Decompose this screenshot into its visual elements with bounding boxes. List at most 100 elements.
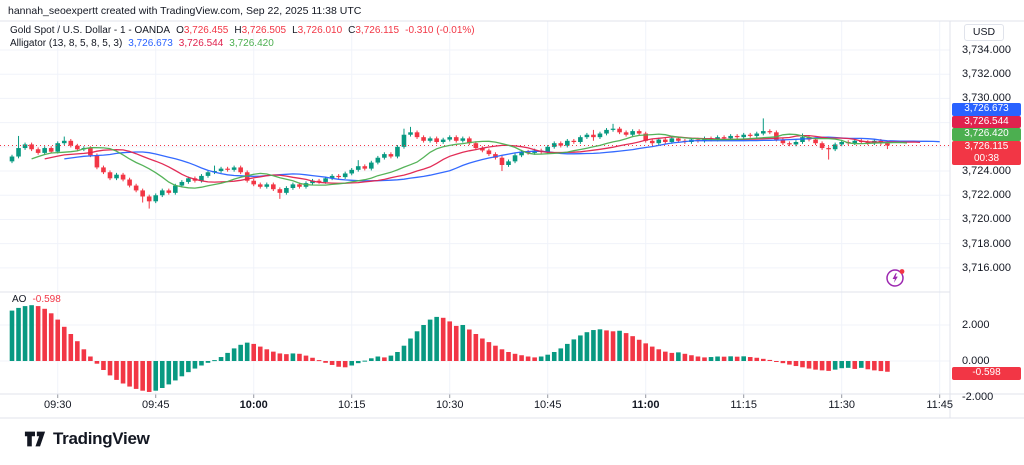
candle-body [88, 148, 93, 156]
ao-bar [212, 360, 217, 362]
tradingview-logo-icon [24, 431, 46, 447]
ohlc-open-label: O [176, 25, 184, 36]
ao-bar [473, 334, 479, 361]
ao-bar [284, 354, 289, 361]
ao-bar [865, 361, 871, 370]
ao-bar [682, 353, 688, 361]
ao-tick-label: 2.000 [962, 319, 990, 331]
candle-body [238, 167, 243, 173]
ao-bar [467, 329, 472, 361]
currency-button[interactable]: USD [964, 24, 1004, 41]
ao-bar [747, 357, 753, 361]
ao-bar [414, 331, 420, 361]
symbol-title[interactable]: Gold Spot / U.S. Dollar - 1 - OANDA [10, 25, 171, 36]
ohlc-low-value: 3,726.010 [297, 25, 343, 36]
ao-bar [780, 361, 786, 364]
candle-body [186, 178, 191, 182]
ao-bar [408, 338, 413, 361]
ao-bar [199, 361, 204, 366]
ohlc-close-value: 3,726.115 [355, 25, 400, 36]
ao-title[interactable]: AO [12, 294, 27, 305]
ao-bar [61, 326, 67, 361]
time-tick-label: 10:30 [435, 399, 464, 411]
ao-bar [793, 361, 799, 367]
candle-body [793, 141, 799, 145]
candle-body [395, 146, 400, 157]
ao-value-badge: -0.598 [952, 367, 1021, 380]
candle-body [146, 196, 152, 202]
ao-bar [630, 336, 635, 361]
candle-body [29, 144, 34, 150]
ao-bar [107, 361, 113, 376]
ao-bar [878, 361, 884, 372]
change-value: -0.310 (-0.01%) [405, 25, 475, 36]
candle-body [826, 148, 831, 150]
candle-body [159, 190, 165, 196]
price-tick-label: 3,716.000 [962, 261, 1011, 274]
candle-body [741, 134, 746, 138]
candle-body [610, 128, 616, 130]
candle-body [166, 190, 172, 193]
ao-bar [22, 306, 28, 361]
candle-body [453, 137, 459, 141]
ao-bar [146, 361, 152, 392]
candle-body [388, 154, 394, 157]
alligator-jaw-line [64, 136, 940, 182]
ao-bar [310, 357, 315, 361]
ao-bar [238, 344, 243, 361]
price-axis[interactable]: USD 3,734.000 3,732.000 3,730.000 3,724.000… [950, 0, 1024, 418]
candle-body [153, 195, 159, 202]
candle-body [55, 143, 61, 152]
ao-bar [440, 317, 446, 361]
candle-body [271, 184, 276, 190]
candle-body [467, 138, 472, 144]
ao-bar [845, 361, 851, 368]
candle-body [473, 143, 479, 149]
ao-bar [140, 361, 145, 391]
candle-body [434, 138, 439, 142]
ao-bar [826, 361, 831, 371]
candle-body [578, 137, 583, 142]
ao-bar [9, 310, 15, 361]
attribution-text: hannah_seoexpertt created with TradingVi… [8, 5, 362, 17]
candle-body [199, 175, 204, 181]
candle-body [257, 184, 263, 187]
alligator-title[interactable]: Alligator (13, 8, 5, 8, 5, 3) [10, 38, 123, 49]
tradingview-logo[interactable]: TradingView [24, 429, 150, 449]
ao-bar [427, 319, 433, 361]
candle-body [22, 144, 28, 149]
candle-body [623, 132, 629, 135]
ao-bar [702, 357, 707, 361]
time-tick-label: 10:45 [533, 399, 562, 411]
candle-body [813, 139, 818, 144]
candle-body [591, 134, 596, 138]
ao-bar [813, 361, 818, 370]
ao-bar [342, 361, 348, 368]
ao-bar [329, 361, 335, 365]
candle-body [669, 138, 675, 142]
time-axis[interactable]: 09:30 09:45 10:00 10:15 10:30 10:45 11:00 11:15… [0, 394, 953, 418]
ao-bar [453, 325, 459, 361]
ao-bar [610, 331, 616, 361]
boost-button[interactable] [884, 266, 908, 290]
ao-bar [257, 346, 263, 361]
candle-body [643, 133, 649, 141]
candle-body [787, 143, 792, 145]
ao-bar [114, 361, 119, 380]
candle-body [721, 137, 727, 139]
candle-body [114, 174, 119, 179]
ao-bar [689, 355, 694, 361]
candle-body [545, 146, 551, 152]
candle-body [427, 138, 433, 141]
ao-bar [858, 361, 864, 368]
symbol-legend-row: Gold Spot / U.S. Dollar - 1 - OANDA O 3,72… [10, 24, 475, 37]
ao-bar [251, 343, 257, 361]
tradingview-logo-text: TradingView [53, 429, 150, 448]
ao-bar [708, 357, 714, 361]
ao-bar [819, 361, 825, 371]
ao-bar [16, 307, 21, 361]
alligator-price-badge: 3,726.673 [952, 103, 1021, 116]
candle-body [101, 167, 106, 173]
